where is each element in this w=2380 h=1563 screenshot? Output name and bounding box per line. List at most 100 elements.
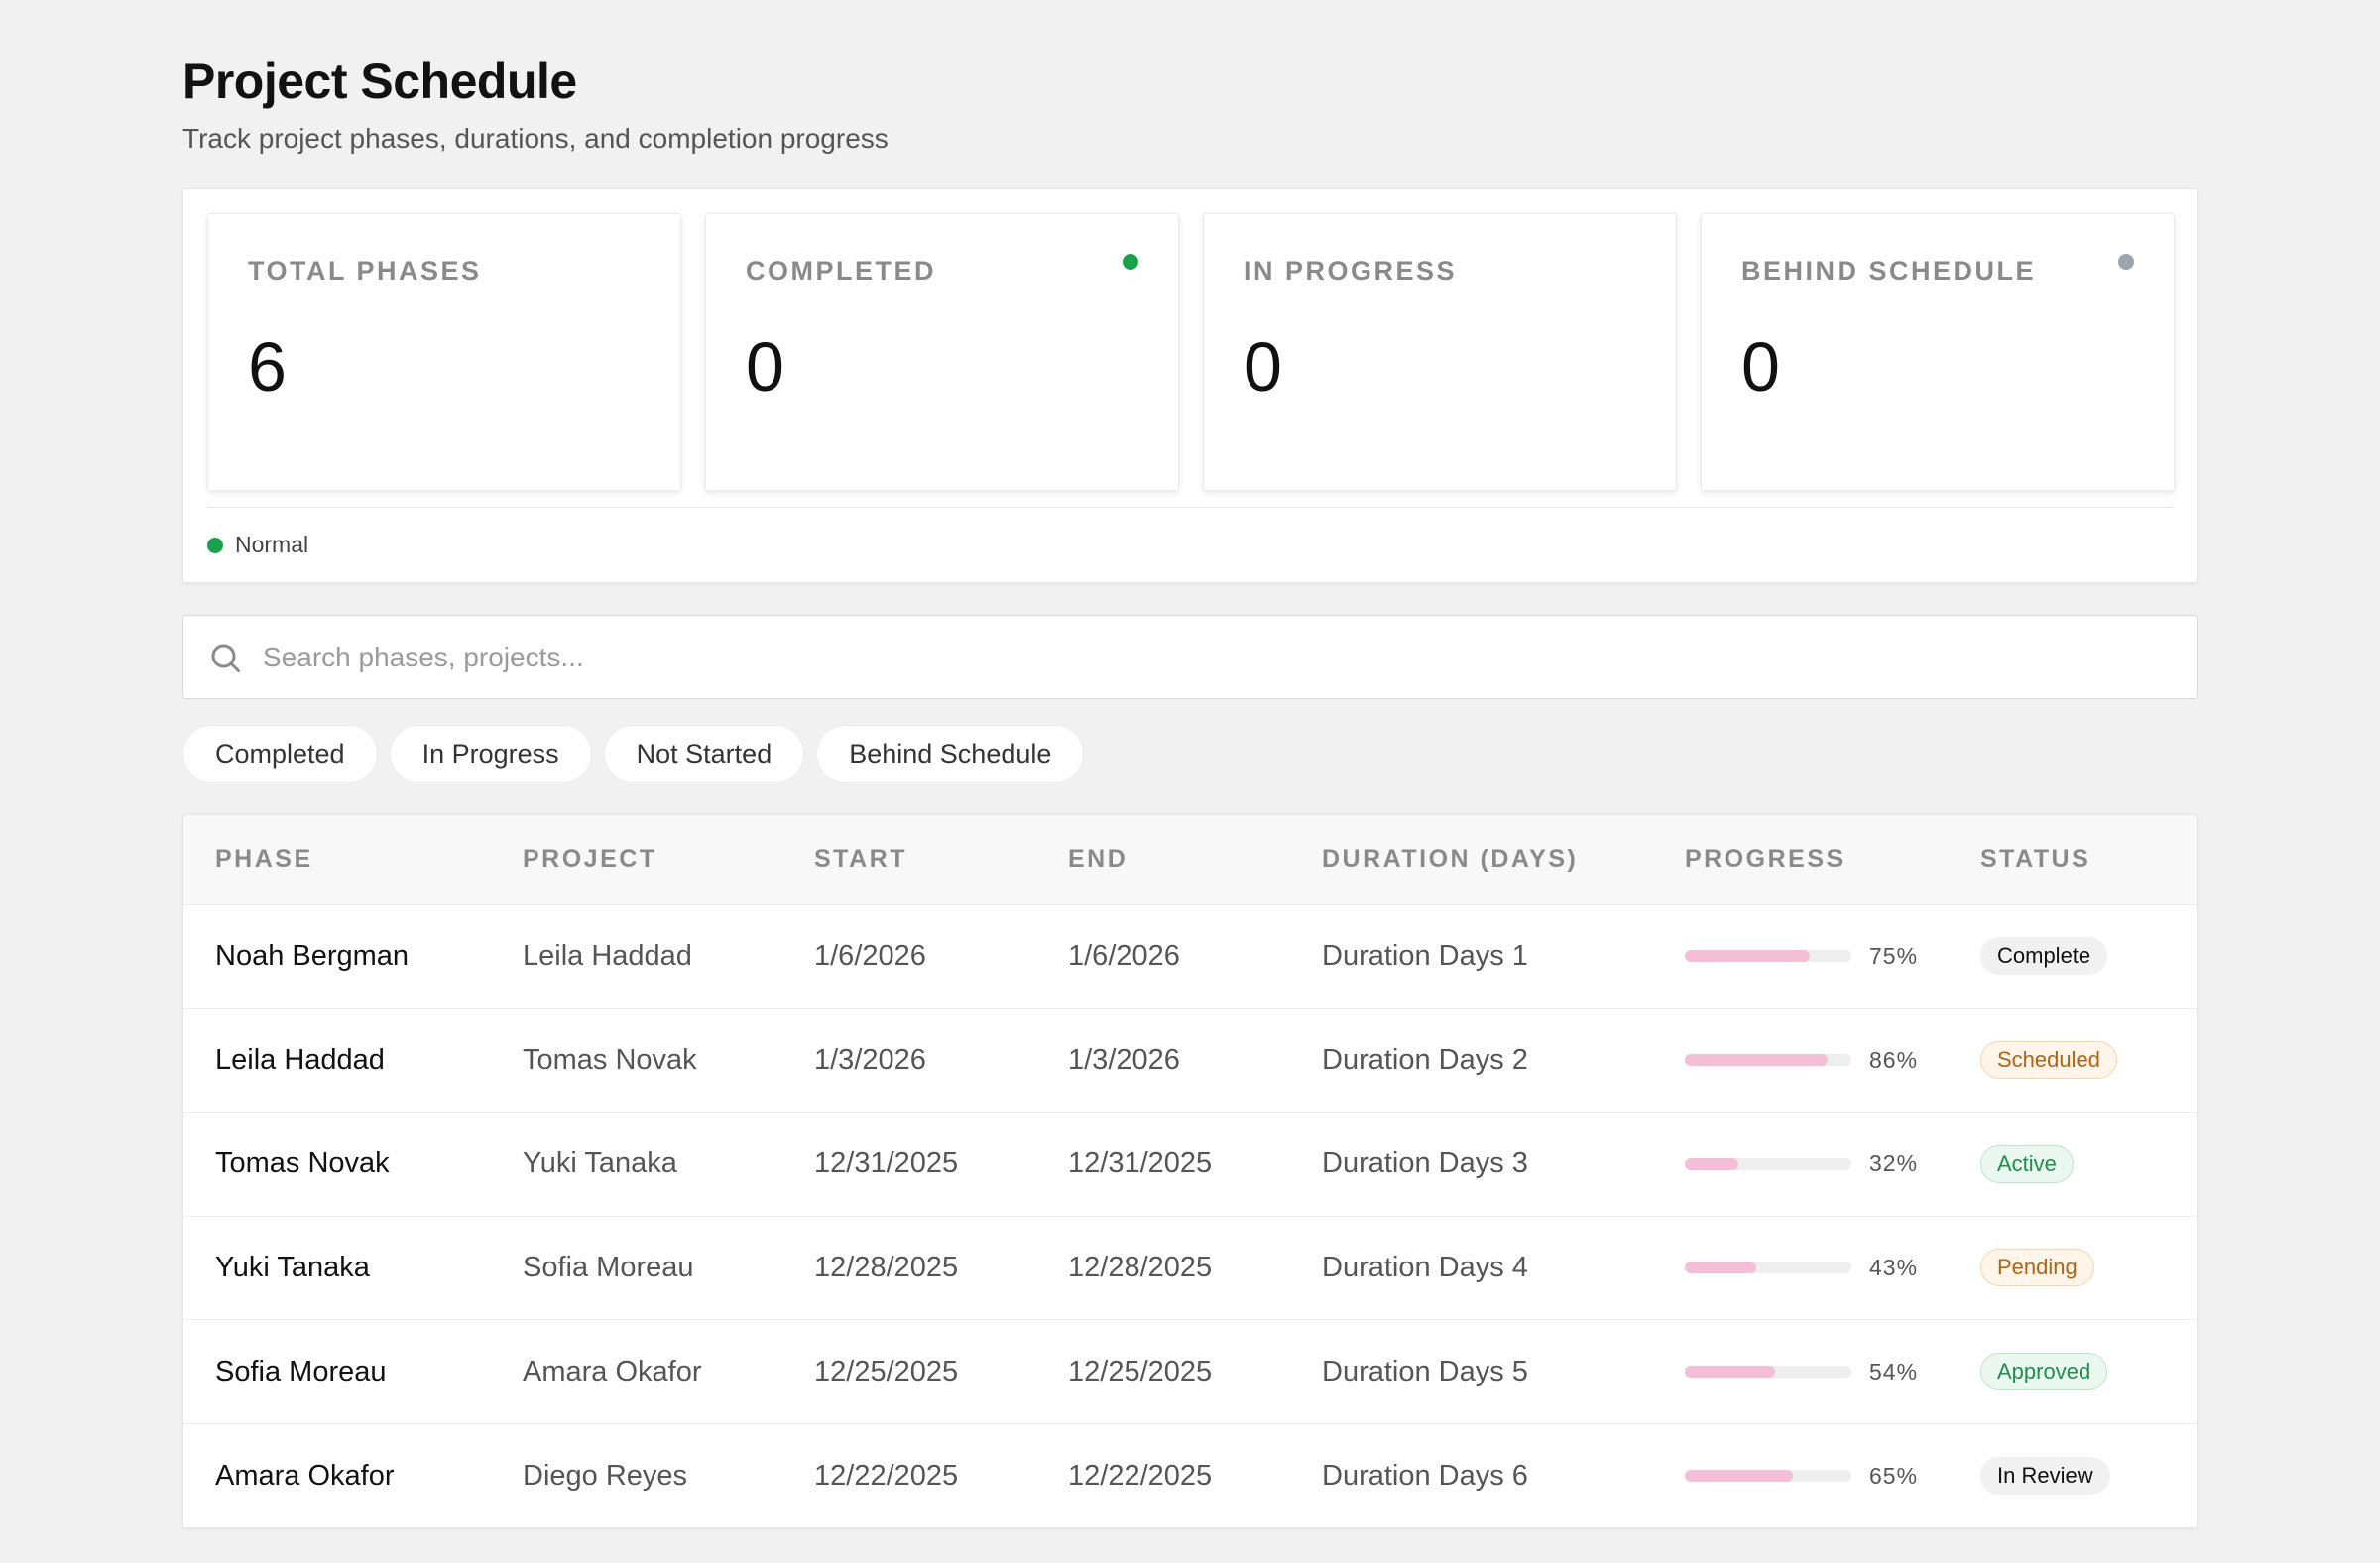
end-date-cell: 12/31/2025 [1036, 1111, 1290, 1217]
table-row[interactable]: Amara Okafor Diego Reyes 12/22/2025 12/22/2… [183, 1422, 2197, 1528]
phase-cell: Leila Haddad [183, 1008, 491, 1113]
stat-value: 0 [1244, 328, 1282, 406]
column-header-duration[interactable]: DURATION (DAYS) [1290, 815, 1653, 904]
status-badge: In Review [1980, 1457, 2110, 1496]
start-date-cell: 12/25/2025 [782, 1319, 1036, 1424]
end-date-cell: 12/25/2025 [1036, 1319, 1290, 1424]
duration-cell: Duration Days 5 [1290, 1319, 1653, 1424]
column-header-phase[interactable]: PHASE [183, 815, 491, 904]
phase-cell: Yuki Tanaka [183, 1215, 491, 1320]
progress-percent: 54% [1869, 1358, 1919, 1384]
progress-cell: 32% [1653, 1111, 1949, 1217]
column-header-progress[interactable]: PROGRESS [1653, 815, 1949, 904]
column-header-project[interactable]: PROJECT [491, 815, 782, 904]
table-row[interactable]: Leila Haddad Tomas Novak 1/3/2026 1/3/2026 D… [183, 1008, 2197, 1113]
stats-grid: TOTAL PHASES 6 COMPLETED 0 IN PROGRESS 0… [207, 213, 2175, 491]
search-bar[interactable] [182, 615, 2198, 699]
progress-bar [1685, 950, 1851, 963]
legend-label: Normal [235, 532, 309, 557]
progress-bar-fill [1685, 1470, 1794, 1483]
filter-chip-not-started[interactable]: Not Started [603, 725, 805, 782]
stat-value: 0 [746, 328, 784, 406]
end-date-cell: 1/3/2026 [1036, 1008, 1290, 1113]
progress-bar [1685, 1262, 1851, 1274]
phase-cell: Amara Okafor [183, 1422, 491, 1528]
end-date-cell: 1/6/2026 [1036, 903, 1290, 1009]
duration-cell: Duration Days 4 [1290, 1215, 1653, 1320]
progress-cell: 54% [1653, 1319, 1949, 1424]
status-cell: In Review [1949, 1422, 2197, 1528]
table-header-row: PHASE PROJECT START END DURATION (DAYS) … [183, 815, 2197, 904]
progress-indicator: 86% [1685, 1047, 1949, 1074]
status-cell: Approved [1949, 1319, 2197, 1424]
start-date-cell: 12/22/2025 [782, 1422, 1036, 1528]
column-header-status[interactable]: STATUS [1949, 815, 2197, 904]
stat-value: 0 [1741, 328, 1780, 406]
stats-panel: TOTAL PHASES 6 COMPLETED 0 IN PROGRESS 0… [182, 188, 2198, 583]
status-cell: Pending [1949, 1215, 2197, 1320]
status-badge: Pending [1980, 1249, 2094, 1287]
stat-card-completed: COMPLETED 0 [705, 213, 1179, 491]
table-body: Noah Bergman Leila Haddad 1/6/2026 1/6/2026… [183, 903, 2197, 1528]
status-badge: Complete [1980, 937, 2108, 976]
progress-indicator: 75% [1685, 943, 1949, 970]
progress-indicator: 54% [1685, 1359, 1949, 1385]
progress-cell: 65% [1653, 1422, 1949, 1528]
legend-dot-icon [207, 537, 223, 553]
search-icon [211, 644, 240, 672]
stat-label: COMPLETED [746, 256, 937, 286]
table-row[interactable]: Yuki Tanaka Sofia Moreau 12/28/2025 12/28/2… [183, 1215, 2197, 1320]
phase-cell: Tomas Novak [183, 1111, 491, 1217]
table-row[interactable]: Noah Bergman Leila Haddad 1/6/2026 1/6/2026… [183, 903, 2197, 1009]
search-input[interactable] [263, 641, 2197, 673]
status-cell: Complete [1949, 903, 2197, 1009]
status-dot-icon [2118, 254, 2134, 270]
phase-cell: Noah Bergman [183, 903, 491, 1009]
progress-bar-fill [1685, 1054, 1829, 1067]
end-date-cell: 12/22/2025 [1036, 1422, 1290, 1528]
filter-chip-completed[interactable]: Completed [182, 725, 378, 782]
column-header-end[interactable]: END [1036, 815, 1290, 904]
stat-card-in-progress: IN PROGRESS 0 [1203, 213, 1677, 491]
progress-indicator: 32% [1685, 1150, 1949, 1177]
progress-bar [1685, 1470, 1851, 1483]
stats-legend: Normal [207, 507, 2173, 582]
status-dot-icon [1123, 254, 1138, 270]
schedule-table-card: PHASE PROJECT START END DURATION (DAYS) … [182, 814, 2198, 1529]
start-date-cell: 12/28/2025 [782, 1215, 1036, 1320]
status-badge: Active [1980, 1144, 2074, 1183]
filter-chip-behind-schedule[interactable]: Behind Schedule [816, 725, 1085, 782]
stat-card-behind-schedule: BEHIND SCHEDULE 0 [1701, 213, 2175, 491]
progress-percent: 32% [1869, 1150, 1919, 1177]
column-header-start[interactable]: START [782, 815, 1036, 904]
progress-percent: 43% [1869, 1254, 1919, 1280]
project-cell: Sofia Moreau [491, 1215, 782, 1320]
progress-bar [1685, 1366, 1851, 1379]
progress-bar [1685, 1054, 1851, 1067]
project-cell: Amara Okafor [491, 1319, 782, 1424]
status-badge: Scheduled [1980, 1041, 2117, 1080]
page: Project Schedule Track project phases, d… [182, 52, 2198, 1529]
schedule-table: PHASE PROJECT START END DURATION (DAYS) … [183, 815, 2197, 1528]
filter-chip-in-progress[interactable]: In Progress [389, 725, 592, 782]
end-date-cell: 12/28/2025 [1036, 1215, 1290, 1320]
start-date-cell: 12/31/2025 [782, 1111, 1036, 1217]
progress-percent: 75% [1869, 942, 1919, 969]
progress-cell: 75% [1653, 903, 1949, 1009]
project-cell: Yuki Tanaka [491, 1111, 782, 1217]
filter-chips: Completed In Progress Not Started Behind… [182, 725, 2198, 782]
progress-percent: 86% [1869, 1046, 1919, 1073]
progress-bar-fill [1685, 1366, 1775, 1379]
page-title: Project Schedule [182, 54, 577, 109]
start-date-cell: 1/6/2026 [782, 903, 1036, 1009]
progress-bar-fill [1685, 1262, 1757, 1274]
progress-cell: 86% [1653, 1008, 1949, 1113]
page-subtitle: Track project phases, durations, and com… [182, 123, 889, 154]
table-row[interactable]: Tomas Novak Yuki Tanaka 12/31/2025 12/31/20… [183, 1111, 2197, 1217]
phase-cell: Sofia Moreau [183, 1319, 491, 1424]
stat-label: TOTAL PHASES [248, 256, 482, 286]
progress-cell: 43% [1653, 1215, 1949, 1320]
duration-cell: Duration Days 3 [1290, 1111, 1653, 1217]
project-cell: Diego Reyes [491, 1422, 782, 1528]
table-row[interactable]: Sofia Moreau Amara Okafor 12/25/2025 12/25/… [183, 1319, 2197, 1424]
